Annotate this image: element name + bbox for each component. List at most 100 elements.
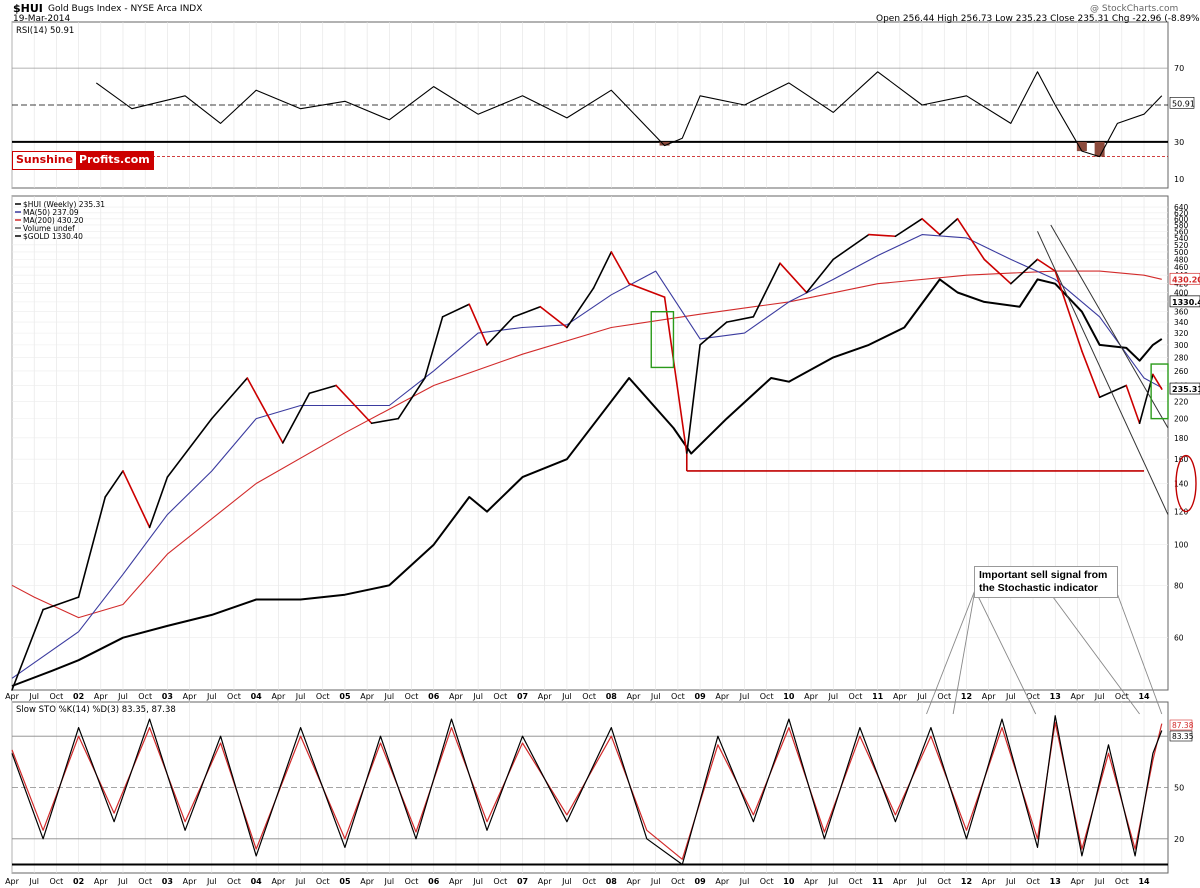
x-axis-bottom-tick-label: Apr: [893, 877, 908, 886]
x-axis-bottom-tick-label: 12: [961, 877, 972, 886]
price-y-tick-label: 340: [1174, 318, 1189, 327]
x-axis-bottom-tick-label: 14: [1138, 877, 1150, 886]
price-legend-entry: MA(200) 430.20: [23, 216, 84, 225]
price-y-tick-label: 200: [1174, 415, 1189, 424]
annotation-pointer: [952, 589, 976, 715]
hui-price-segment: [956, 217, 986, 261]
x-axis-main-tick-label: Apr: [893, 692, 908, 701]
rsi-y-tick-label: 70: [1174, 64, 1184, 73]
rsi-last-value: 50.91: [1172, 99, 1195, 108]
price-y-tick-label: 600: [1174, 215, 1189, 224]
x-axis-bottom-tick-label: Jul: [295, 877, 306, 886]
hui-price-segment: [539, 305, 568, 329]
x-axis-main-tick-label: 09: [695, 692, 707, 701]
hui-price-segment: [308, 384, 337, 395]
x-axis-main-tick-label: 05: [339, 692, 351, 701]
price-y-tick-label: 300: [1174, 341, 1189, 350]
x-axis-main-tick-label: Jul: [1094, 692, 1105, 701]
x-axis-main-tick-label: Apr: [982, 692, 997, 701]
target-ellipse: [1175, 454, 1197, 513]
hui-price-segment: [1125, 384, 1141, 425]
price-y-tick-label: 520: [1174, 241, 1189, 250]
symbol-label: $HUI: [13, 2, 43, 15]
hui-price-segment: [104, 470, 124, 498]
x-axis-bottom-tick-label: Jul: [206, 877, 217, 886]
hui-price-segment: [779, 262, 808, 294]
stochastic-last-value: 87.38: [1172, 721, 1194, 730]
x-axis-bottom-tick-label: Apr: [538, 877, 553, 886]
price-y-tick-label: 180: [1174, 434, 1189, 443]
ma50-line: [11, 234, 1163, 679]
x-axis-main-tick-label: Oct: [937, 692, 951, 701]
x-axis-main-tick-label: Jul: [561, 692, 572, 701]
x-axis-bottom-tick-label: 05: [339, 877, 351, 886]
x-axis-main-tick-label: Apr: [538, 692, 553, 701]
gold-line: [11, 278, 1163, 687]
x-axis-bottom-tick-label: Jul: [384, 877, 395, 886]
hui-price-segment: [1098, 384, 1128, 399]
x-axis-bottom-tick-label: Oct: [760, 877, 774, 886]
x-axis-bottom-tick-label: Apr: [271, 877, 286, 886]
hui-price-segment: [370, 417, 400, 425]
x-axis-main-tick-label: 10: [783, 692, 795, 701]
price-y-tick-label: 120: [1174, 508, 1189, 517]
hui-price-segment: [1010, 258, 1039, 285]
x-axis-bottom-tick-label: 07: [517, 877, 528, 886]
annotation-pointer: [926, 589, 976, 715]
x-axis-bottom-tick-label: 02: [73, 877, 84, 886]
x-axis-bottom-tick-label: Jul: [916, 877, 927, 886]
x-axis-bottom-tick-label: 06: [428, 877, 440, 886]
x-axis-bottom-tick-label: 11: [872, 877, 884, 886]
x-axis-main-tick-label: Apr: [271, 692, 286, 701]
watermark: @ StockCharts.com: [1090, 4, 1179, 14]
x-axis-bottom-tick-label: Jul: [561, 877, 572, 886]
x-axis-main-tick-label: Oct: [760, 692, 774, 701]
x-axis-bottom-tick-label: Oct: [49, 877, 63, 886]
x-axis-main-tick-label: 13: [1050, 692, 1061, 701]
stochastic-legend: Slow STO %K(14) %D(3) 83.35, 87.38: [16, 705, 176, 715]
x-axis-bottom-tick-label: Oct: [937, 877, 951, 886]
x-axis-bottom-tick-label: 10: [783, 877, 795, 886]
price-y-tick-label: 140: [1174, 480, 1189, 489]
stochastic-last-value: 83.35: [1172, 732, 1194, 741]
annotation-pointer: [1049, 592, 1140, 715]
hui-price-segment: [486, 316, 515, 346]
price-y-tick-label: 400: [1174, 289, 1189, 298]
hui-price-segment: [335, 384, 373, 425]
x-axis-main-tick-label: Apr: [183, 692, 198, 701]
hui-price-segment: [921, 217, 941, 236]
x-axis-bottom-tick-label: Jul: [739, 877, 750, 886]
hui-price-segment: [441, 303, 471, 318]
x-axis-main-tick-label: Jul: [472, 692, 483, 701]
declining-channel-upper: [1050, 224, 1169, 429]
price-y-tick-label: 260: [1174, 367, 1189, 376]
hui-price-segment: [939, 217, 959, 236]
x-axis-bottom-tick-label: Jul: [650, 877, 661, 886]
x-axis-main-tick-label: Oct: [405, 692, 419, 701]
x-axis-main-tick-label: 11: [872, 692, 884, 701]
stochastic-last-value-box: [1169, 719, 1193, 731]
hui-price-segment: [1054, 270, 1083, 352]
annotation-pointer: [1116, 592, 1163, 715]
annotation-line-1: Important sell signal from: [979, 569, 1108, 581]
price-last-value-box: [1169, 295, 1200, 308]
x-axis-main-tick-label: Jul: [827, 692, 838, 701]
x-axis-main-tick-label: 14: [1138, 692, 1150, 701]
x-axis-main-tick-label: 07: [517, 692, 528, 701]
price-y-tick-label: 560: [1174, 227, 1189, 236]
hui-price-segment: [281, 392, 311, 444]
hui-price-segment: [468, 303, 488, 346]
hui-price-segment: [11, 608, 44, 691]
hui-price-segment: [894, 217, 923, 238]
x-axis-main-tick-label: Jul: [650, 692, 661, 701]
price-y-tick-label: 280: [1174, 353, 1189, 362]
price-panel: [11, 195, 1169, 691]
x-axis-main-tick-label: Jul: [916, 692, 927, 701]
price-y-tick-label: 80: [1174, 581, 1184, 590]
x-axis-bottom-tick-label: Oct: [316, 877, 330, 886]
x-axis-main-tick-label: Oct: [1026, 692, 1040, 701]
stochastic-k-line: [11, 715, 1163, 866]
hui-price-segment: [148, 476, 169, 529]
index-name: Gold Bugs Index - NYSE Arca INDX: [48, 4, 203, 14]
